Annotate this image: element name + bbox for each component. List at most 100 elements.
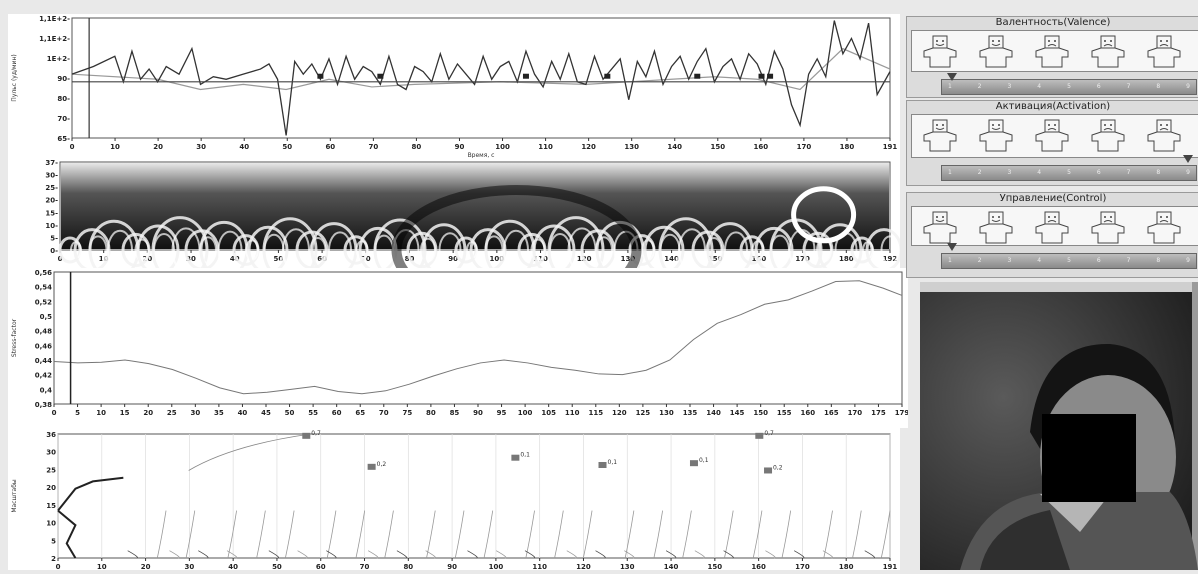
x-tick-label: 80 bbox=[426, 409, 436, 417]
activation-slider-thumb[interactable] bbox=[1183, 155, 1193, 163]
wavelet-arc bbox=[530, 238, 546, 262]
sam-figure-icon[interactable] bbox=[920, 33, 960, 69]
ridge-line bbox=[57, 509, 77, 559]
ridge-line bbox=[752, 510, 763, 559]
ridge-line bbox=[256, 510, 266, 559]
sam-figure-icon[interactable] bbox=[920, 117, 960, 153]
sam-figure-icon[interactable] bbox=[1144, 117, 1184, 153]
ridge-line bbox=[653, 510, 664, 559]
scale-tick-label: 9 bbox=[1186, 169, 1190, 176]
webcam-video bbox=[920, 282, 1198, 570]
wavelet-arc bbox=[880, 235, 900, 265]
x-tick-label: 180 bbox=[839, 563, 854, 570]
ridge-line bbox=[326, 550, 337, 559]
ridge-line bbox=[694, 550, 706, 559]
y-axis-label: Stress-factor bbox=[11, 318, 18, 357]
x-tick-label: 100 bbox=[489, 563, 504, 570]
maxima-marker-label: 0,7 bbox=[764, 430, 774, 437]
x-tick-label: 15 bbox=[120, 409, 130, 417]
ridge-line bbox=[880, 510, 891, 559]
maxima-marker bbox=[598, 462, 607, 468]
sam-figure-icon[interactable] bbox=[1144, 33, 1184, 69]
activation-slider[interactable]: 1 2 3 4 5 6 7 8 9 bbox=[941, 165, 1197, 181]
sam-figure-icon[interactable] bbox=[1032, 209, 1072, 245]
x-tick-label: 140 bbox=[664, 563, 679, 570]
control-slider[interactable]: 1 2 3 4 5 6 7 8 9 bbox=[941, 253, 1197, 269]
sam-figure-icon[interactable] bbox=[1088, 209, 1128, 245]
y-tick-label: 1E+2- bbox=[47, 55, 70, 63]
valence-slider-thumb[interactable] bbox=[947, 73, 957, 81]
sam-figure-icon[interactable] bbox=[976, 117, 1016, 153]
x-tick-label: 191 bbox=[883, 563, 898, 570]
wavelet-arc bbox=[791, 186, 857, 244]
x-tick-label: 20 bbox=[141, 563, 151, 570]
ridge-line bbox=[227, 510, 237, 559]
scale-tick-label: 6 bbox=[1096, 83, 1101, 90]
x-tick-label: 192 bbox=[883, 255, 898, 263]
scale-tick-label: 3 bbox=[1007, 257, 1012, 264]
scale-tick-label: 1 bbox=[948, 169, 952, 176]
ridge-line bbox=[198, 550, 209, 559]
ridge-line bbox=[284, 510, 295, 559]
x-tick-label: 25 bbox=[167, 409, 177, 417]
x-tick-label: 150 bbox=[708, 563, 723, 570]
valence-title: Валентность(Valence) bbox=[995, 17, 1111, 28]
x-axis-label: Время, с bbox=[468, 152, 495, 159]
x-tick-label: 0 bbox=[70, 143, 75, 151]
sam-figure-icon[interactable] bbox=[976, 209, 1016, 245]
control-slider-thumb[interactable] bbox=[947, 243, 957, 251]
x-tick-label: 191 bbox=[883, 143, 898, 151]
ridge-line bbox=[525, 510, 535, 559]
ridge-line bbox=[188, 433, 311, 471]
y-tick-label: 37- bbox=[45, 159, 58, 167]
ridge-line bbox=[127, 550, 138, 559]
ridge-line bbox=[765, 550, 776, 559]
sam-figure-icon[interactable] bbox=[1088, 33, 1128, 69]
x-tick-label: 150 bbox=[710, 143, 725, 151]
maxima-marker-label: 0,2 bbox=[377, 461, 387, 468]
maxima-marker-label: 0,1 bbox=[699, 457, 709, 464]
scale-tick-label: 2 bbox=[977, 83, 982, 90]
x-tick-label: 120 bbox=[612, 409, 627, 417]
scale-tick-label: 5 bbox=[1067, 257, 1071, 264]
maxima-marker bbox=[511, 454, 520, 461]
y-tick-label: 0,54 bbox=[35, 284, 52, 292]
y-tick-label: 0,4 bbox=[40, 386, 53, 394]
y-axis-label: Масштабы bbox=[11, 479, 18, 513]
sam-figure-icon[interactable] bbox=[1144, 209, 1184, 245]
x-tick-label: 5 bbox=[75, 409, 80, 417]
x-tick-label: 75 bbox=[402, 409, 412, 417]
series-line-stress bbox=[53, 280, 903, 395]
y-tick-label: 25 bbox=[46, 466, 56, 474]
maxima-marker-label: 0,1 bbox=[608, 459, 618, 466]
y-tick-label: 0,42 bbox=[35, 372, 52, 380]
ridge-line bbox=[595, 550, 606, 559]
y-tick-label: 30- bbox=[45, 172, 58, 180]
ridge-line bbox=[554, 510, 564, 559]
sam-figure-icon[interactable] bbox=[1032, 117, 1072, 153]
sam-figure-icon[interactable] bbox=[1088, 117, 1128, 153]
y-tick-label: 15 bbox=[46, 502, 56, 510]
ridge-line bbox=[724, 510, 734, 559]
maxima-chart-panel: 0 10 20 30 40 50 60 70 80 90 100 110 120 130 140 150 160… bbox=[8, 428, 900, 571]
webcam-frame bbox=[920, 282, 1198, 570]
x-tick-label: 160 bbox=[751, 563, 766, 570]
ridge-line bbox=[496, 550, 507, 559]
valence-figures bbox=[911, 30, 1198, 72]
sam-figure-icon[interactable] bbox=[920, 209, 960, 245]
x-tick-label: 50 bbox=[274, 255, 284, 263]
scale-tick-label: 3 bbox=[1007, 83, 1012, 90]
ridge-line bbox=[624, 550, 635, 559]
scale-tick-label: 4 bbox=[1037, 169, 1042, 176]
valence-slider[interactable]: 1 2 3 4 5 6 7 8 9 bbox=[941, 79, 1197, 95]
maxima-chart: 0 10 20 30 40 50 60 70 80 90 100 110 120 130 140 150 160… bbox=[11, 430, 898, 571]
sam-figure-icon[interactable] bbox=[976, 33, 1016, 69]
y-tick-label: 1,1E+2- bbox=[39, 15, 70, 23]
x-tick-label: 170 bbox=[797, 143, 812, 151]
x-tick-label: 60 bbox=[325, 143, 335, 151]
x-tick-label: 125 bbox=[636, 409, 651, 417]
sam-figure-icon[interactable] bbox=[1032, 33, 1072, 69]
face-redaction bbox=[1042, 414, 1136, 502]
ridge-line bbox=[682, 510, 692, 559]
x-tick-label: 30 bbox=[196, 143, 206, 151]
